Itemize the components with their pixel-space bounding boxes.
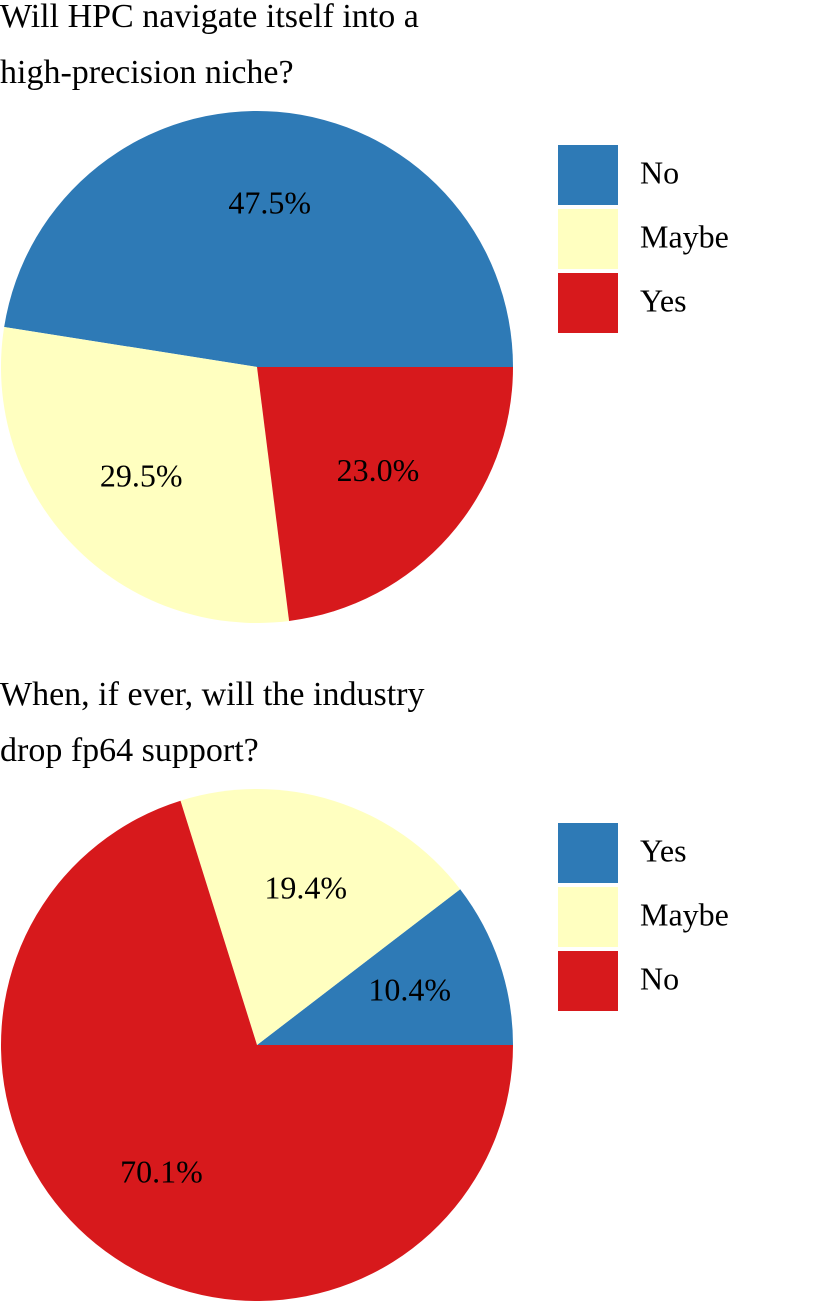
legend-swatch [558,823,618,883]
legend-label: Maybe [640,896,729,932]
legend-label: No [640,960,679,996]
pie-slice [4,111,513,367]
legend-label: No [640,154,679,190]
chart-title: When, if ever, will the industry drop fp… [0,676,425,769]
pie-slice [0,326,290,623]
legend-swatch [558,951,618,1011]
legend-label: Maybe [640,218,729,254]
legend-label: Yes [640,832,687,868]
value-label: 10.4% [368,972,451,1008]
pie-slice [257,367,513,621]
legend-label: Yes [640,282,687,318]
value-label: 23.0% [337,452,420,488]
legend-swatch [558,273,618,333]
legend-swatch [558,145,618,205]
value-label: 19.4% [264,870,347,906]
pie-slice [1,800,513,1301]
legend-swatch [558,887,618,947]
value-label: 29.5% [100,458,183,494]
pie-slice [180,789,461,1045]
chart-title: Will HPC navigate itself into a high-pre… [0,0,419,91]
legend-swatch [558,209,618,269]
value-label: 70.1% [120,1153,203,1189]
value-label: 47.5% [228,185,311,221]
pie-slice [257,889,513,1045]
